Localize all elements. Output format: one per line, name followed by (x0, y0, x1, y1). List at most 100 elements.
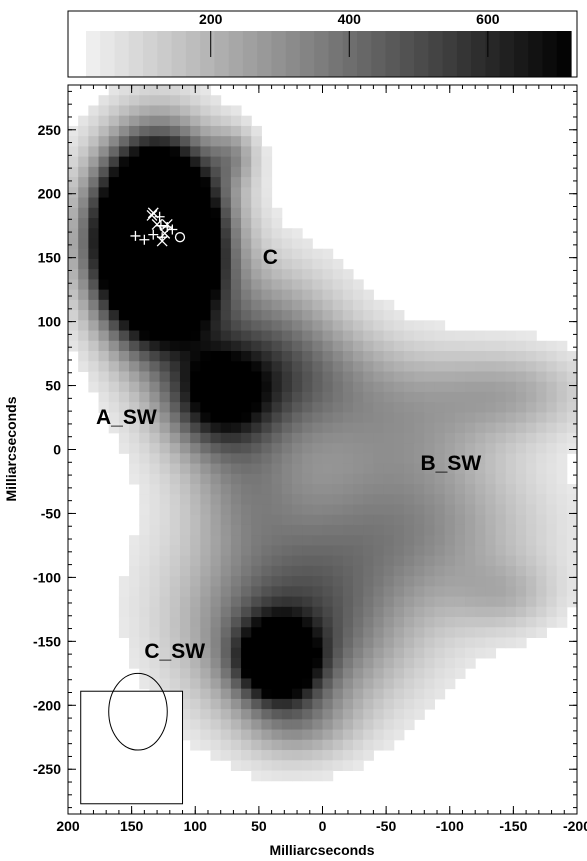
heatmap-cell (281, 709, 293, 720)
heatmap-cell (434, 412, 446, 424)
heatmap-cell (302, 709, 313, 720)
heatmap-cell (210, 115, 222, 127)
heatmap-cell (241, 565, 252, 577)
heatmap-cell (129, 279, 140, 291)
heatmap-cell (210, 371, 222, 383)
heatmap-cell (495, 637, 507, 649)
heatmap-cell (190, 238, 201, 250)
heatmap-cell (88, 269, 100, 280)
heatmap-cell (322, 760, 334, 772)
heatmap-cell (139, 351, 150, 362)
heatmap-cell (302, 351, 313, 362)
heatmap-cell (200, 207, 212, 219)
heatmap-cell (251, 422, 262, 434)
heatmap-cell (169, 269, 181, 280)
heatmap-cell (353, 279, 364, 291)
heatmap-cell (108, 95, 120, 106)
heatmap-cell (159, 391, 171, 403)
heatmap-cell (169, 228, 181, 239)
heatmap-cell (241, 391, 252, 403)
heatmap-cell (291, 473, 303, 485)
heatmap-cell (118, 381, 130, 393)
heatmap-cell (220, 412, 232, 424)
heatmap-cell (332, 637, 344, 649)
heatmap-cell (373, 688, 385, 700)
heatmap-cell (373, 391, 385, 403)
heatmap-cell (220, 228, 232, 239)
heatmap-cell (149, 166, 161, 178)
heatmap-cell (465, 473, 476, 485)
heatmap-cell (149, 402, 161, 413)
heatmap-cell (179, 647, 191, 659)
heatmap-cell (526, 443, 537, 454)
heatmap-cell (210, 279, 222, 291)
heatmap-cell (383, 443, 395, 454)
heatmap-cell (169, 218, 181, 229)
y-tick-label: -50 (41, 505, 61, 521)
heatmap-cell (220, 535, 232, 546)
heatmap-cell (98, 218, 110, 229)
heatmap-cell (332, 412, 344, 424)
heatmap-cell (210, 617, 222, 628)
heatmap-cell (241, 627, 252, 638)
heatmap-cell (220, 146, 232, 158)
heatmap-cell (98, 361, 110, 372)
heatmap-cell (322, 688, 334, 700)
heatmap-cell (230, 586, 242, 598)
heatmap-cell (454, 463, 466, 475)
heatmap-cell (261, 289, 273, 301)
region-label: C (263, 246, 278, 269)
heatmap-cell (454, 514, 466, 526)
heatmap-cell (118, 361, 130, 372)
heatmap-cell (139, 617, 150, 628)
y-tick-label: 100 (38, 314, 62, 330)
heatmap-cell (261, 586, 273, 598)
heatmap-cell (200, 524, 212, 536)
heatmap-cell (68, 330, 79, 342)
heatmap-cell (139, 535, 150, 546)
heatmap-cell (179, 340, 191, 352)
heatmap-cell (169, 85, 181, 96)
heatmap-cell (424, 320, 435, 332)
heatmap-cell (78, 330, 89, 342)
heatmap-cell (291, 750, 303, 761)
heatmap-cell (546, 565, 558, 577)
heatmap-cell (261, 739, 273, 751)
heatmap-cell (159, 187, 171, 199)
heatmap-cell (424, 402, 435, 413)
heatmap-cell (312, 473, 323, 485)
heatmap-cell (465, 330, 476, 342)
heatmap-cell (546, 432, 558, 444)
heatmap-cell (210, 637, 222, 649)
heatmap-cell (373, 432, 385, 444)
heatmap-cell (118, 125, 130, 137)
heatmap-cell (495, 524, 507, 536)
heatmap-cell (210, 422, 222, 434)
heatmap-cell (332, 668, 344, 679)
heatmap-cell (546, 443, 558, 454)
heatmap-cell (373, 657, 385, 669)
heatmap-cell (515, 422, 527, 434)
heatmap-cell (149, 371, 161, 383)
heatmap-cell (495, 422, 507, 434)
heatmap-cell (373, 606, 385, 618)
colorbar-step (357, 31, 372, 77)
heatmap-cell (383, 657, 395, 669)
heatmap-cell (108, 156, 120, 168)
heatmap-cell (342, 494, 354, 505)
heatmap-cell (139, 524, 150, 536)
heatmap-cell (291, 514, 303, 526)
heatmap-cell (139, 115, 150, 127)
heatmap-cell (230, 340, 242, 352)
heatmap-cell (169, 678, 181, 690)
heatmap-cell (393, 709, 405, 720)
heatmap-cell (179, 576, 191, 587)
colorbar-step (128, 31, 144, 77)
heatmap-cell (200, 504, 212, 516)
heatmap-cell (556, 514, 568, 526)
heatmap-cell (200, 402, 212, 413)
heatmap-cell (139, 402, 150, 413)
heatmap-cell (149, 187, 161, 199)
heatmap-cell (495, 504, 507, 516)
heatmap-cell (546, 351, 558, 362)
